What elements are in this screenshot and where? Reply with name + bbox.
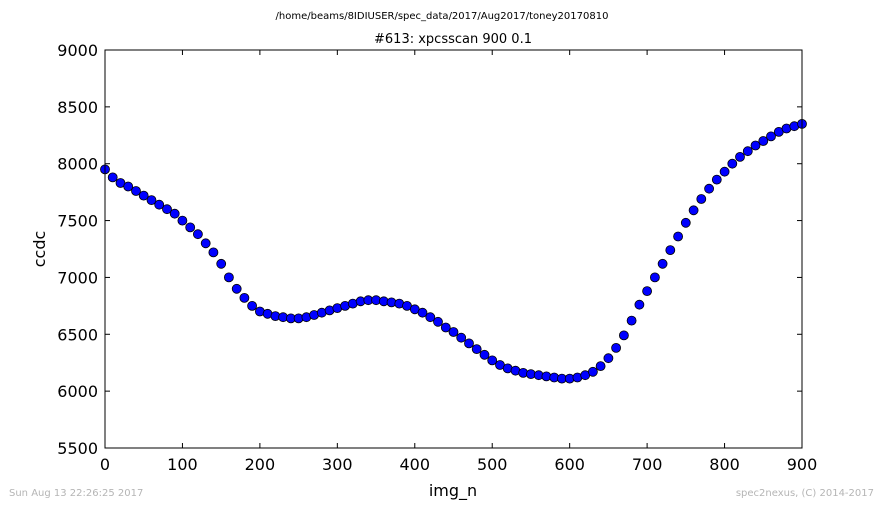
data-point bbox=[742, 146, 753, 157]
chart-title: #613: xpcsscan 900 0.1 bbox=[374, 32, 532, 47]
x-tick-label: 100 bbox=[167, 455, 198, 474]
data-point bbox=[642, 286, 652, 297]
y-tick-label: 7500 bbox=[57, 212, 98, 231]
data-point bbox=[138, 190, 149, 201]
data-point bbox=[146, 195, 157, 206]
data-point bbox=[185, 222, 196, 233]
data-point bbox=[448, 327, 459, 337]
data-point bbox=[750, 140, 761, 151]
data-point bbox=[727, 158, 738, 169]
data-point bbox=[650, 272, 660, 283]
data-point bbox=[433, 316, 443, 327]
data-point bbox=[239, 292, 250, 303]
data-point bbox=[611, 342, 621, 353]
data-point bbox=[487, 355, 498, 366]
x-tick-label: 600 bbox=[554, 455, 585, 474]
data-point bbox=[223, 272, 234, 283]
data-point bbox=[766, 131, 776, 142]
data-point bbox=[162, 204, 172, 215]
y-axis: 5500 6000 6500 7000 7500 8000 8500 9000 bbox=[57, 41, 802, 458]
data-point bbox=[247, 300, 258, 311]
data-point bbox=[479, 349, 490, 360]
data-point bbox=[169, 208, 180, 219]
x-tick-label: 700 bbox=[632, 455, 663, 474]
data-point bbox=[603, 353, 614, 364]
plot-frame bbox=[104, 49, 803, 449]
data-point bbox=[719, 166, 730, 177]
data-point bbox=[634, 299, 645, 310]
data-point bbox=[123, 181, 134, 192]
data-point bbox=[456, 332, 467, 343]
x-axis: 0 100 200 300 400 500 600 700 800 900 bbox=[100, 50, 817, 474]
x-tick-label: 200 bbox=[245, 455, 276, 474]
figure-suptitle: /home/beams/8IDIUSER/spec_data/2017/Aug2… bbox=[276, 11, 609, 22]
x-tick-label: 900 bbox=[787, 455, 818, 474]
x-tick-label: 800 bbox=[709, 455, 740, 474]
data-points bbox=[100, 119, 807, 384]
footer-timestamp: Sun Aug 13 22:26:25 2017 bbox=[9, 488, 144, 499]
data-point bbox=[680, 217, 691, 228]
y-tick-label: 8500 bbox=[57, 98, 98, 117]
data-point bbox=[673, 231, 683, 242]
data-point bbox=[657, 258, 668, 269]
x-axis-label: img_n bbox=[429, 481, 477, 501]
data-point bbox=[758, 136, 769, 146]
data-point bbox=[154, 199, 165, 210]
x-tick-label: 0 bbox=[100, 455, 110, 474]
data-point bbox=[177, 215, 188, 226]
y-tick-label: 8000 bbox=[57, 155, 98, 174]
data-point bbox=[704, 183, 714, 194]
data-point bbox=[626, 315, 637, 326]
y-tick-label: 6500 bbox=[57, 325, 98, 344]
data-point bbox=[231, 283, 242, 294]
data-point bbox=[665, 245, 676, 256]
footer-credit: spec2nexus, (C) 2014-2017 bbox=[735, 488, 874, 499]
data-point bbox=[440, 322, 451, 333]
data-point bbox=[216, 258, 227, 269]
data-point bbox=[464, 338, 474, 349]
x-tick-label: 300 bbox=[322, 455, 353, 474]
data-point bbox=[200, 238, 211, 249]
x-tick-label: 500 bbox=[477, 455, 508, 474]
data-point bbox=[417, 307, 428, 318]
data-point bbox=[711, 174, 722, 185]
data-point bbox=[735, 151, 745, 162]
y-tick-label: 7000 bbox=[57, 268, 98, 287]
x-tick-label: 400 bbox=[400, 455, 431, 474]
data-point bbox=[107, 172, 118, 183]
data-point bbox=[425, 312, 436, 323]
y-tick-label: 5500 bbox=[57, 439, 98, 458]
data-point bbox=[595, 361, 606, 372]
y-tick-label: 9000 bbox=[57, 41, 98, 60]
data-point bbox=[619, 330, 629, 341]
data-point bbox=[696, 194, 707, 204]
data-point bbox=[131, 186, 141, 196]
data-point bbox=[471, 344, 482, 355]
data-point bbox=[588, 366, 598, 377]
y-tick-label: 6000 bbox=[57, 382, 98, 401]
data-point bbox=[208, 247, 219, 258]
data-point bbox=[688, 205, 699, 216]
data-point bbox=[192, 229, 203, 240]
y-axis-label: ccdc bbox=[30, 231, 49, 268]
